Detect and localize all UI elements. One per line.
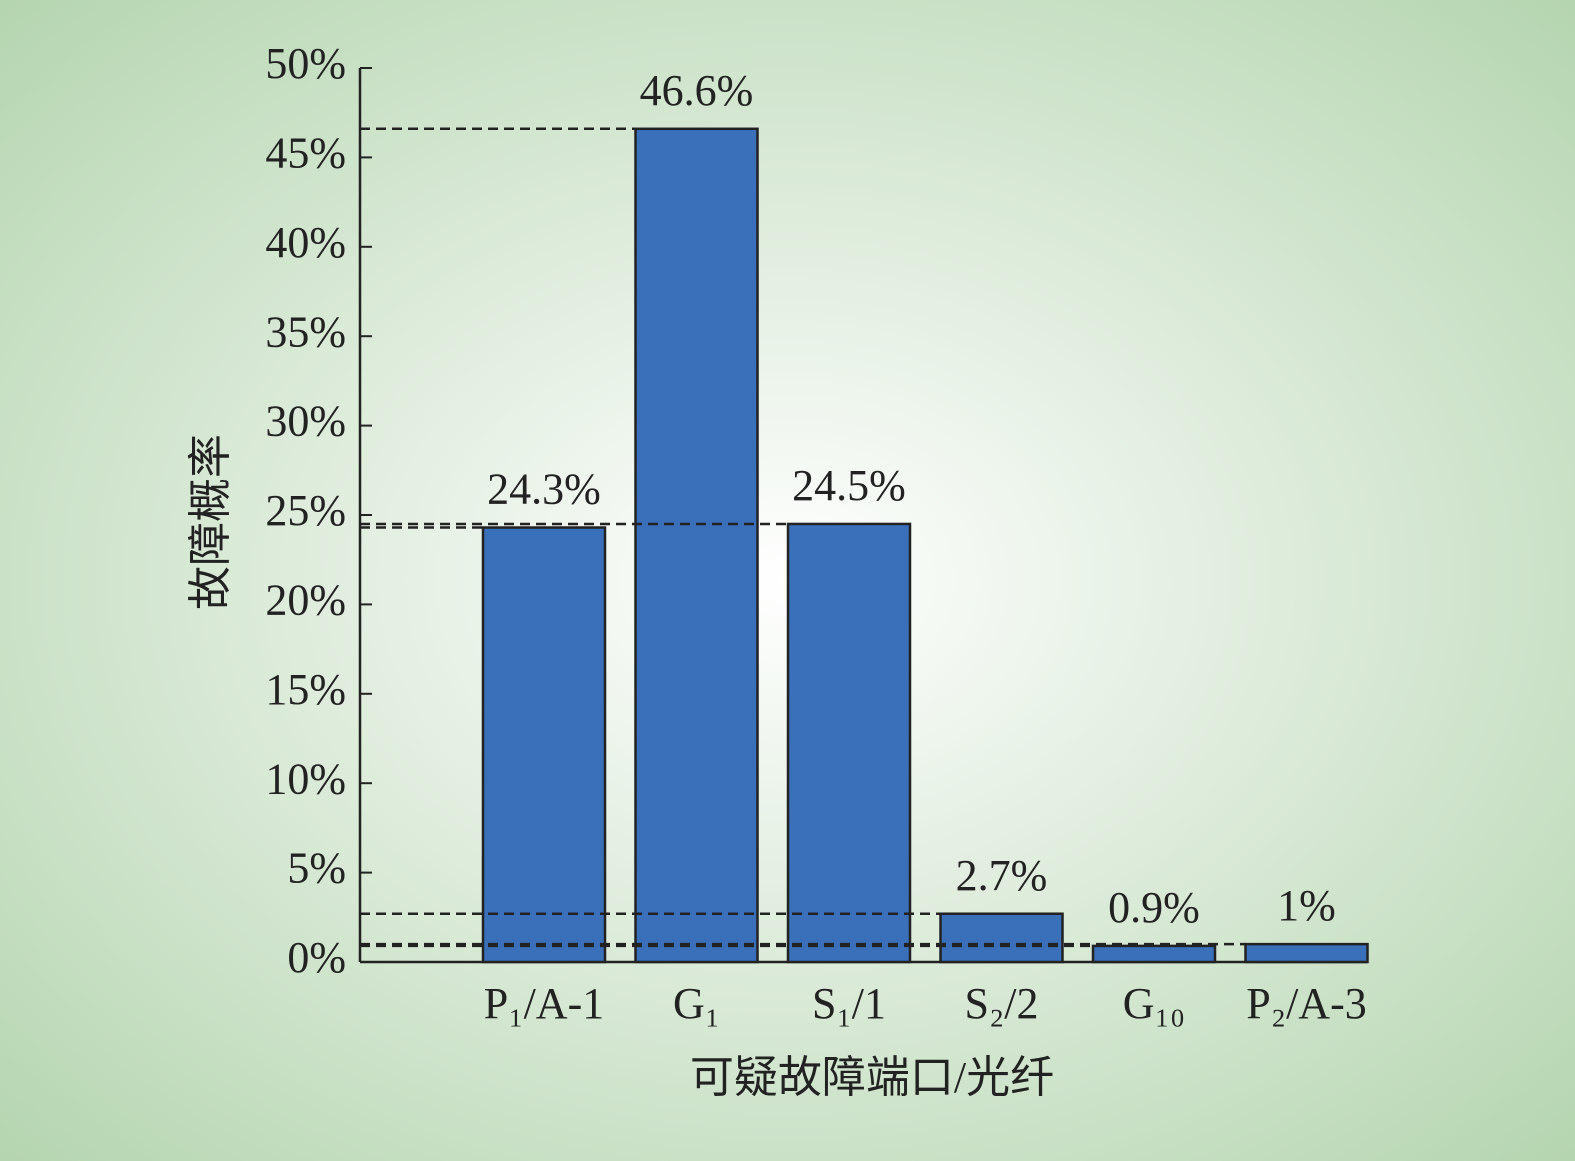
bar — [1091, 944, 1217, 964]
y-tick-label: 25% — [265, 486, 346, 535]
x-tick-label: P₁/A-1 — [484, 979, 604, 1028]
value-label: 2.7% — [956, 851, 1048, 900]
y-tick-label: 20% — [265, 575, 346, 624]
value-label: 24.5% — [792, 461, 906, 510]
y-tick-label: 15% — [265, 665, 346, 714]
value-label: 1% — [1277, 881, 1336, 930]
x-tick-label: S₁/1 — [812, 979, 886, 1028]
bar — [481, 526, 607, 964]
value-label: 0.9% — [1108, 883, 1200, 932]
x-axis-label: 可疑故障端口/光纤 — [690, 1053, 1054, 1102]
x-tick-label: P₂/A-3 — [1246, 979, 1366, 1028]
y-axis-label: 故障概率 — [186, 434, 235, 610]
x-tick-label: G₁ — [673, 979, 720, 1028]
value-label: 46.6% — [640, 66, 754, 115]
y-tick-label: 0% — [287, 933, 346, 982]
bar — [1244, 942, 1369, 964]
value-label: 24.3% — [487, 465, 601, 514]
y-tick-label: 50% — [265, 39, 346, 88]
bar — [939, 912, 1064, 964]
y-tick-label: 5% — [287, 844, 346, 893]
y-tick-label: 40% — [265, 218, 346, 267]
x-tick-label: G₁₀ — [1123, 979, 1185, 1028]
y-tick-label: 45% — [265, 128, 346, 177]
x-tick-label: S₂/2 — [964, 979, 1038, 1028]
bar — [634, 127, 759, 964]
y-tick-label: 35% — [265, 307, 346, 356]
y-tick-label: 30% — [265, 397, 346, 446]
bar — [786, 522, 912, 964]
y-tick-label: 10% — [265, 754, 346, 803]
